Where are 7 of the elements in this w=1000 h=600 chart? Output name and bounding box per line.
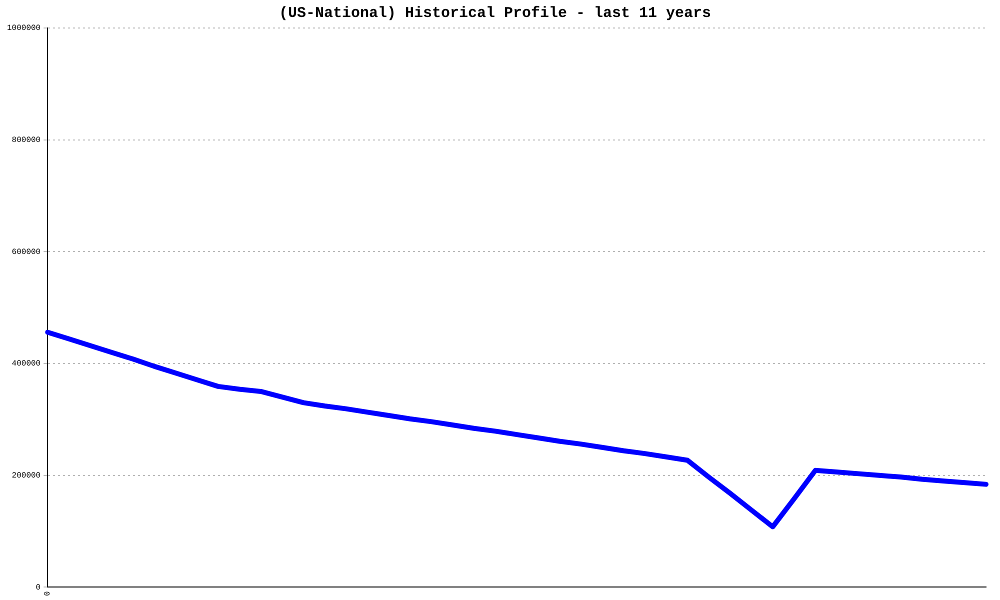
y-tick-label: 400000 [12,360,41,369]
y-tick-label: 200000 [12,471,41,480]
chart-title: (US-National) Historical Profile - last 11 years [278,4,712,22]
y-tick-label: 0 [36,583,41,592]
y-tick-label: 600000 [12,248,41,257]
y-tick-label: 800000 [12,136,41,145]
y-tick-label: 1000000 [6,24,41,34]
